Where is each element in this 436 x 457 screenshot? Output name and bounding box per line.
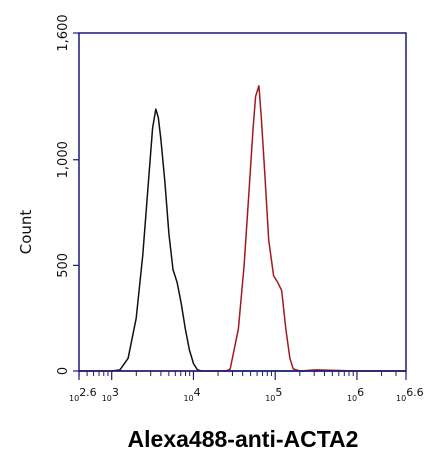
plot-frame: [78, 32, 407, 372]
series-line-1: [79, 108, 406, 372]
axes-layer: 0 500 1,000 1,600 102.6 103 104 105 106 106.6: [56, 14, 424, 403]
x-tick-label: 105: [265, 386, 282, 403]
x-tick-label: 106: [347, 386, 364, 403]
y-axis-label: Count: [17, 210, 35, 255]
series-line-2: [79, 85, 406, 372]
y-tick-label: 1,000: [56, 141, 71, 178]
y-tick-label: 1,600: [56, 14, 71, 51]
y-tick-label: 0: [56, 367, 71, 375]
series-layer: [79, 85, 406, 372]
y-tick-label: 500: [56, 253, 71, 278]
x-tick-label: 104: [183, 386, 200, 403]
x-axis-title: Alexa488-anti-ACTA2: [128, 426, 359, 452]
x-tick-label: 103: [102, 386, 119, 403]
x-tick-label: 102.6: [69, 386, 97, 403]
x-tick-label: 106.6: [396, 386, 424, 403]
